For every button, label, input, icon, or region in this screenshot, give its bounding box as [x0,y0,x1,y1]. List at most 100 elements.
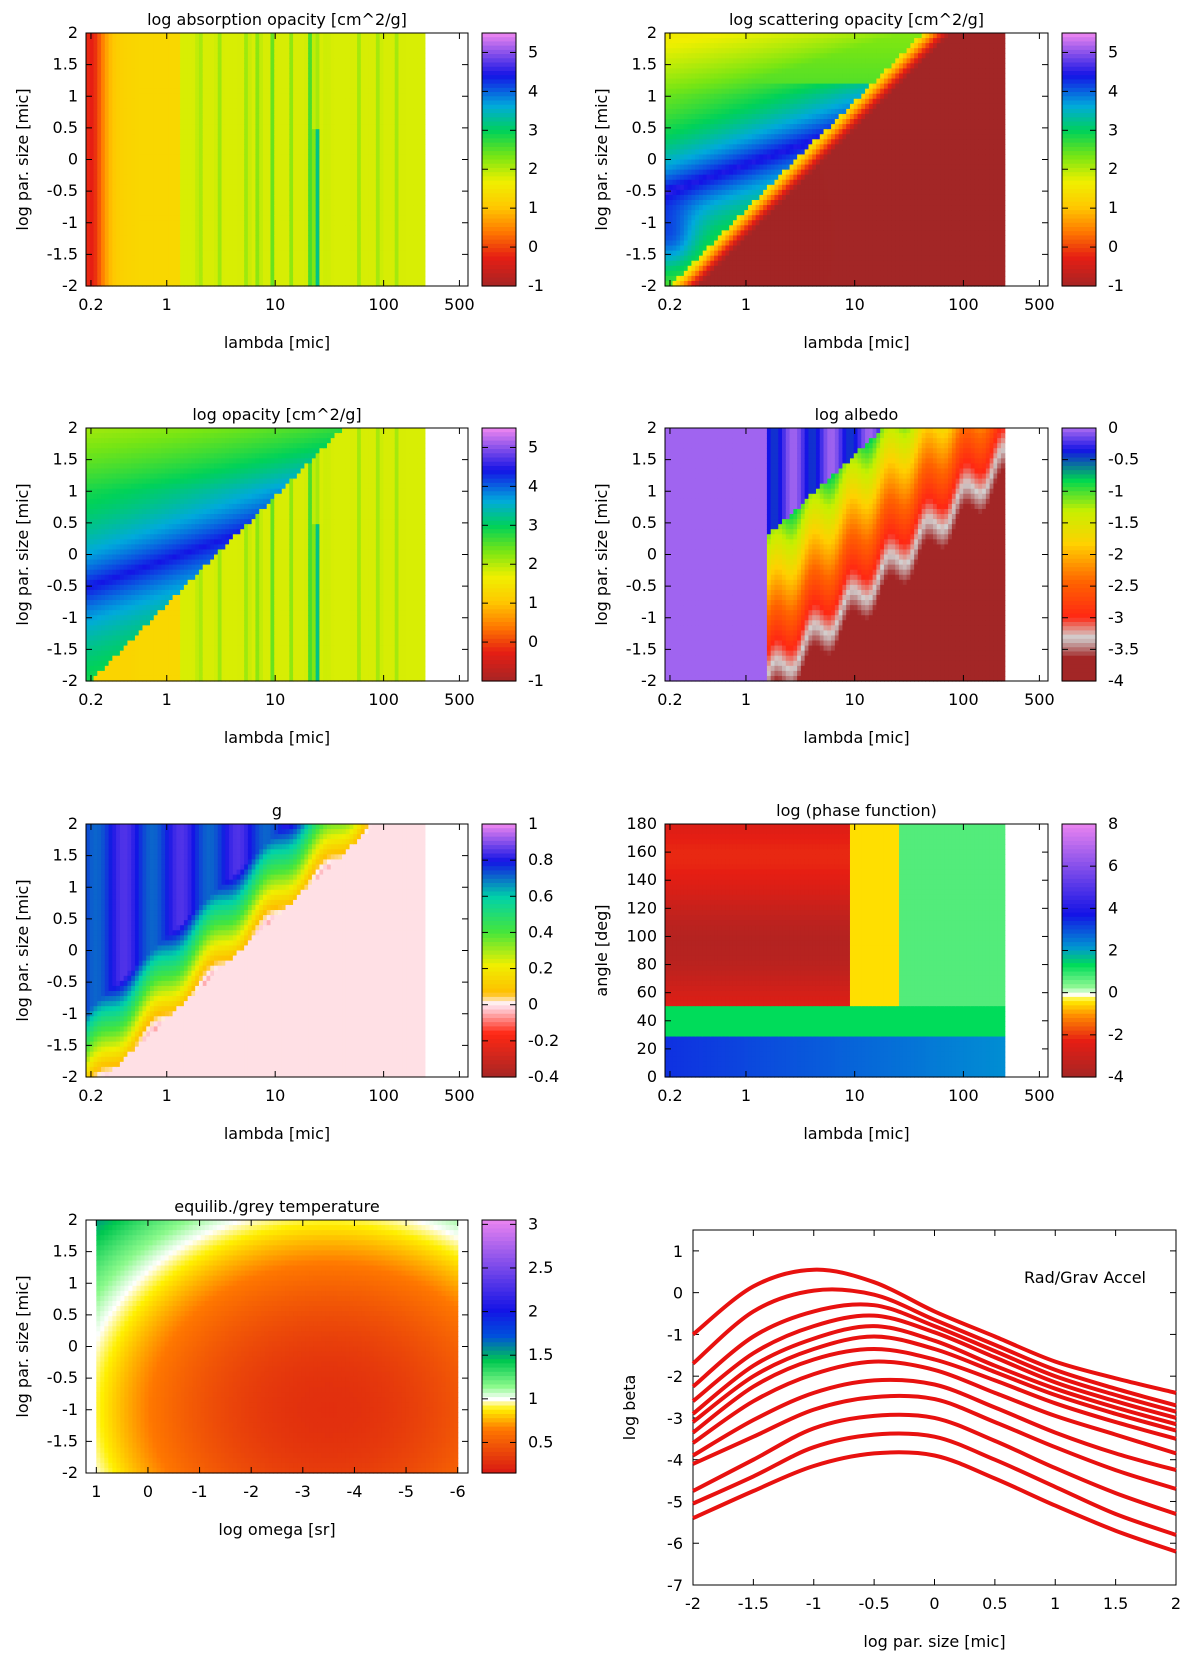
heatmap-cell [285,63,290,70]
heatmap-cell [244,235,249,242]
heatmap-cell [683,260,689,267]
heatmap-cell [93,270,98,277]
heatmap-cell [672,103,677,110]
heatmap-cell [247,255,253,262]
heatmap-cell [161,53,166,59]
heatmap-cell [353,220,358,226]
heatmap-cell [161,93,166,100]
heatmap-cell [300,275,305,282]
heatmap-cell [672,93,677,100]
heatmap-cell [311,240,317,247]
heatmap-cell [323,43,328,49]
heatmap-cell [214,194,219,201]
heatmap-cell [349,73,354,80]
heatmap-cell [127,149,132,156]
heatmap-cell [368,103,373,110]
heatmap-cell [202,225,208,231]
heatmap-cell [353,88,358,95]
heatmap-cell [89,210,95,216]
heatmap-cell [349,174,354,181]
heatmap-cell [247,88,253,95]
heatmap-cell [345,88,351,95]
heatmap-cell [285,139,290,145]
heatmap-cell [323,58,328,64]
heatmap-cell [104,124,110,130]
heatmap-cell [665,189,670,196]
heatmap-cell [168,240,174,247]
heatmap-cell [402,184,407,191]
heatmap-cell [375,48,381,54]
heatmap-cell [236,255,241,262]
heatmap-cell [217,119,223,125]
heatmap-cell [390,88,396,95]
heatmap-cell [296,93,302,100]
heatmap-cell [247,63,253,70]
heatmap-cell [198,149,204,156]
heatmap-cell [146,210,151,216]
heatmap-cell [108,48,113,54]
heatmap-cell [255,194,260,201]
heatmap-cell [240,245,245,252]
heatmap-cell [360,88,366,95]
heatmap-cell [127,88,132,95]
heatmap-cell [123,53,129,59]
heatmap-cell [206,240,211,247]
heatmap-cell [398,169,403,176]
heatmap-cell [326,129,332,135]
heatmap-cell [229,199,234,206]
heatmap-cell [127,270,132,277]
heatmap-cell [153,255,159,262]
heatmap-cell [187,205,193,211]
heatmap-cell [308,164,313,171]
heatmap-cell [236,98,241,105]
heatmap-cell [390,149,396,156]
heatmap-cell [93,245,98,252]
heatmap-cell [89,245,95,252]
heatmap-cell [142,103,147,110]
heatmap-cell [319,154,324,161]
heatmap-cell [281,189,287,196]
heatmap-cell [168,225,174,231]
heatmap-cell [353,119,358,125]
heatmap-cell [342,205,347,211]
heatmap-cell [334,164,339,171]
heatmap-cell [232,73,238,80]
heatmap-cell [225,240,230,247]
heatmap-cell [308,179,313,186]
heatmap-cell [225,38,230,44]
heatmap-cell [281,129,287,135]
heatmap-cell [262,144,268,150]
heatmap-cell [214,43,219,49]
heatmap-cell [131,210,136,216]
heatmap-cell [89,144,95,150]
heatmap-cell [198,225,204,231]
heatmap-cell [270,265,275,272]
y-axis-label: log par. size [mic] [13,88,32,230]
heatmap-cell [198,58,204,64]
heatmap-cell [417,230,422,236]
heatmap-cell [308,199,313,206]
heatmap-cell [372,265,377,272]
heatmap-cell [691,63,696,70]
heatmap-cell [270,205,275,211]
heatmap-cell [183,184,189,191]
heatmap-cell [394,134,400,140]
heatmap-cell [668,58,674,64]
heatmap-cell [112,179,117,186]
heatmap-cell [270,63,275,70]
heatmap-cell [300,134,305,140]
heatmap-cell [668,199,674,206]
heatmap-cell [274,119,279,125]
heatmap-cell [240,159,245,166]
heatmap-cell [413,174,418,181]
heatmap-cell [687,144,693,150]
heatmap-cell [319,113,324,120]
heatmap-cell [157,113,162,120]
heatmap-cell [394,159,400,166]
heatmap-cell [289,250,294,257]
heatmap-cell [240,113,245,120]
heatmap-cell [244,215,249,221]
heatmap-cell [421,220,426,226]
heatmap-cell [345,270,351,277]
heatmap-cell [150,38,155,44]
